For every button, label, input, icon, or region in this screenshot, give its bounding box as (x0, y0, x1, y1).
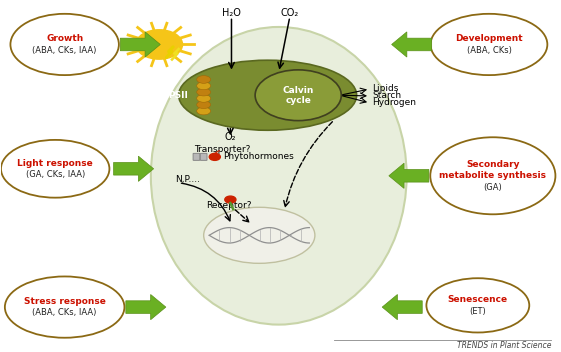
Text: (ABA, CKs, IAA): (ABA, CKs, IAA) (33, 46, 97, 55)
Text: metabolite synthesis: metabolite synthesis (439, 171, 546, 180)
Text: O₂: O₂ (224, 132, 236, 142)
Text: Development: Development (455, 34, 523, 43)
Ellipse shape (197, 82, 210, 90)
Text: N,P....: N,P.... (175, 176, 200, 184)
FancyArrow shape (382, 295, 422, 320)
Text: Calvin
cycle: Calvin cycle (283, 86, 314, 105)
Ellipse shape (197, 88, 210, 96)
Circle shape (209, 153, 220, 161)
Ellipse shape (204, 207, 315, 263)
Text: Transporter?: Transporter? (194, 145, 251, 155)
Ellipse shape (431, 14, 548, 75)
Text: Phytohormones: Phytohormones (223, 152, 294, 161)
FancyArrow shape (389, 163, 429, 188)
FancyArrow shape (120, 32, 160, 57)
Ellipse shape (430, 137, 555, 214)
Text: Starch: Starch (372, 92, 401, 100)
Text: Hydrogen: Hydrogen (372, 99, 416, 107)
FancyArrow shape (126, 295, 166, 320)
Circle shape (225, 196, 236, 203)
FancyArrow shape (113, 156, 154, 181)
FancyBboxPatch shape (200, 153, 207, 161)
Ellipse shape (197, 101, 210, 108)
Ellipse shape (5, 276, 125, 338)
Circle shape (136, 30, 182, 59)
Text: Growth: Growth (46, 34, 83, 43)
Text: (ABA, CKs): (ABA, CKs) (467, 46, 512, 55)
Text: (ET): (ET) (470, 307, 486, 316)
Text: Lipids: Lipids (372, 84, 398, 93)
Ellipse shape (197, 107, 210, 115)
Text: (GA): (GA) (484, 183, 502, 192)
Text: Stress response: Stress response (24, 297, 105, 306)
Text: Secondary: Secondary (466, 160, 519, 169)
Ellipse shape (1, 140, 109, 198)
Text: CO₂: CO₂ (280, 8, 299, 18)
Ellipse shape (197, 76, 210, 83)
Ellipse shape (197, 95, 210, 102)
Ellipse shape (426, 278, 529, 333)
Text: (GA, CKs, IAA): (GA, CKs, IAA) (26, 170, 85, 179)
Text: H₂O: H₂O (222, 8, 241, 18)
Text: PSII: PSII (168, 91, 188, 100)
Ellipse shape (151, 27, 407, 325)
Ellipse shape (178, 60, 357, 130)
FancyBboxPatch shape (193, 153, 200, 161)
Text: Receptor?: Receptor? (206, 201, 252, 210)
Ellipse shape (256, 70, 341, 120)
FancyArrow shape (392, 32, 431, 57)
Ellipse shape (11, 14, 119, 75)
Text: TRENDS in Plant Science: TRENDS in Plant Science (457, 341, 551, 350)
Text: (ABA, CKs, IAA): (ABA, CKs, IAA) (33, 308, 97, 318)
Text: Senescence: Senescence (448, 295, 508, 304)
Text: Light response: Light response (17, 158, 93, 168)
